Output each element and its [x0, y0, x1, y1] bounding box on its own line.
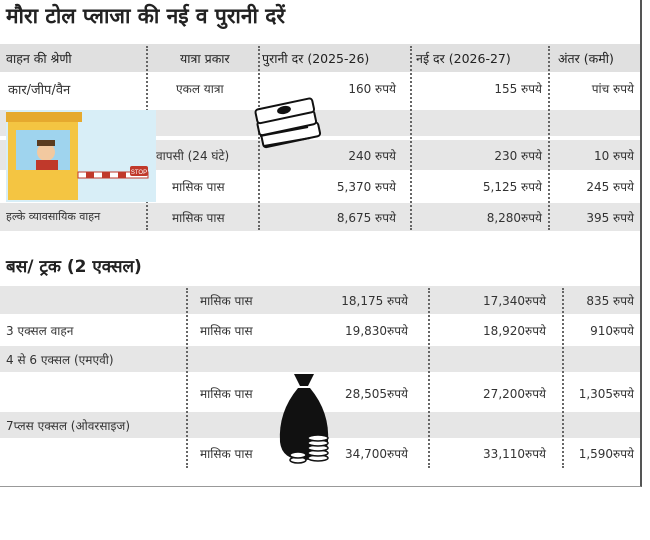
trip-type: मासिक पास — [172, 180, 225, 194]
new-rate: 8,280रुपये — [486, 211, 542, 225]
new-rate: 17,340रुपये — [483, 294, 546, 308]
old-rate: 28,505रुपये — [345, 387, 408, 401]
table-row: मासिक पास 18,175 रुपये 17,340रुपये 835 र… — [0, 286, 640, 314]
rate-diff: 395 रुपये — [586, 211, 634, 225]
rate-diff: 10 रुपये — [593, 149, 634, 163]
trip-type: वापसी (24 घंटे) — [156, 149, 230, 163]
toll-rate-card: मौरा टोल प्लाजा की नई व पुरानी दरें वाहन… — [0, 0, 642, 487]
trip-type: मासिक पास — [200, 294, 253, 308]
table-row: मासिक पास 28,505रुपये 27,200रुपये 1,305र… — [0, 378, 640, 408]
table-row: 3 एक्सल वाहन मासिक पास 19,830रुपये 18,92… — [0, 316, 640, 344]
new-rate: 27,200रुपये — [483, 387, 546, 401]
header-category: वाहन की श्रेणी — [6, 51, 72, 66]
table-row: मासिक पास 5,370 रुपये 5,125 रुपये 245 रु… — [0, 172, 640, 202]
old-rate: 5,370 रुपये — [336, 180, 396, 194]
old-rate: 34,700रुपये — [345, 447, 408, 461]
new-rate: 155 रुपये — [494, 82, 542, 96]
oversize-label: 7प्लस एक्सल (ओवरसाइज) — [6, 419, 131, 433]
bus-section-title: बस/ ट्रक (2 एक्सल) — [6, 257, 142, 277]
column-divider — [562, 288, 564, 468]
car-label: कार/जीप/वैन — [8, 83, 71, 98]
old-rate: 240 रुपये — [348, 149, 396, 163]
old-rate: 18,175 रुपये — [341, 294, 408, 308]
header-trip-type: यात्रा प्रकार — [180, 51, 230, 66]
old-rate: 160 रुपये — [348, 82, 396, 96]
table-header: वाहन की श्रेणी यात्रा प्रकार पुरानी दर (… — [0, 44, 640, 72]
column-divider — [186, 288, 188, 468]
column-divider — [258, 46, 260, 230]
lcv-label: हल्के व्यावसायिक वाहन — [6, 210, 101, 223]
new-rate: 5,125 रुपये — [482, 180, 542, 194]
old-rate: 19,830रुपये — [345, 324, 408, 338]
rate-diff: पांच रुपये — [591, 82, 634, 96]
stop-sign-text: STOP — [131, 170, 147, 176]
header-new-rate: नई दर (2026-27) — [416, 51, 511, 66]
new-rate: 18,920रुपये — [483, 324, 546, 338]
rate-diff: 1,590रुपये — [578, 447, 634, 461]
new-rate: 33,110रुपये — [483, 447, 546, 461]
header-difference: अंतर (कमी) — [558, 51, 614, 66]
rate-diff: 910रुपये — [590, 324, 634, 338]
axle3-label: 3 एक्सल वाहन — [6, 324, 74, 338]
table-row: हल्के व्यावसायिक वाहन मासिक पास 8,675 रु… — [0, 203, 640, 231]
table-row: एकल यात्रा 160 रुपये 155 रुपये पांच रुपय… — [0, 74, 640, 104]
rate-diff: 245 रुपये — [586, 180, 634, 194]
old-rate: 8,675 रुपये — [336, 211, 396, 225]
axle4to6-label: 4 से 6 एक्सल (एमएवी) — [6, 353, 114, 367]
column-divider — [428, 288, 430, 468]
trip-type: मासिक पास — [200, 387, 253, 401]
page-title: मौरा टोल प्लाजा की नई व पुरानी दरें — [6, 4, 286, 28]
trip-type: मासिक पास — [200, 447, 253, 461]
money-bag-icon — [279, 374, 329, 464]
new-rate: 230 रुपये — [494, 149, 542, 163]
toll-booth-icon: STOP — [6, 110, 156, 202]
trip-type: मासिक पास — [200, 324, 253, 338]
table-row: मासिक पास 34,700रुपये 33,110रुपये 1,590र… — [0, 438, 640, 468]
label-row: 4 से 6 एक्सल (एमएवी) — [0, 346, 640, 372]
trip-type: एकल यात्रा — [176, 82, 224, 96]
trip-type: मासिक पास — [172, 211, 225, 225]
rate-diff: 1,305रुपये — [578, 387, 634, 401]
column-divider — [548, 46, 550, 230]
rate-diff: 835 रुपये — [586, 294, 634, 308]
money-stack-icon — [254, 97, 322, 149]
column-divider — [410, 46, 412, 230]
header-old-rate: पुरानी दर (2025-26) — [262, 51, 370, 66]
